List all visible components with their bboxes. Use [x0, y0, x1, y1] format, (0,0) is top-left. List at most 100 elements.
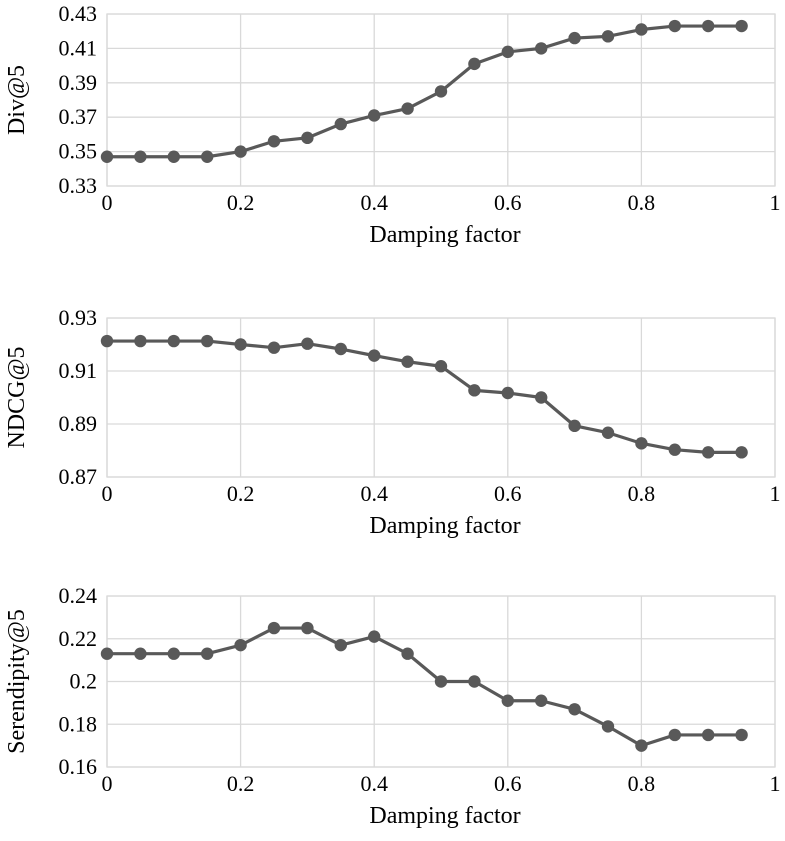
data-point	[668, 19, 681, 33]
x-tick-label: 0.8	[628, 771, 656, 796]
data-point	[100, 647, 114, 660]
x-tick-label: 0.4	[360, 190, 388, 215]
data-point	[535, 391, 548, 404]
x-axis-title: Damping factor	[369, 513, 520, 539]
x-axis-title: Damping factor	[369, 222, 520, 248]
data-point	[401, 355, 414, 368]
x-tick-label: 0	[102, 771, 113, 796]
data-point	[368, 109, 381, 122]
data-point	[167, 647, 180, 660]
y-axis-title: Serendipity@5	[4, 609, 30, 754]
data-point	[702, 728, 715, 742]
data-point	[702, 446, 715, 459]
data-point	[568, 703, 581, 716]
x-tick-label: 0	[102, 190, 113, 215]
data-point	[267, 135, 281, 148]
x-tick-label: 0	[102, 481, 113, 506]
y-tick-label: 0.93	[59, 305, 98, 330]
data-point	[301, 621, 314, 635]
x-tick-label: 1	[770, 771, 781, 796]
data-point	[201, 647, 214, 660]
data-point	[434, 85, 448, 98]
data-point	[167, 334, 180, 348]
chart-panel-3: 0.16 0.18 0.2 0.22 0.24 0 0.2 0.4 0.6 0.8 1 Damping…	[4, 583, 781, 829]
y-axis-title: NDCG@5	[4, 346, 30, 448]
y-tick-label: 0.35	[59, 139, 98, 164]
data-point	[334, 638, 347, 652]
data-point	[434, 675, 448, 688]
data-point	[234, 338, 247, 351]
series-line	[107, 339, 742, 454]
data-point	[234, 145, 247, 158]
data-point	[134, 334, 147, 348]
y-tick-label: 0.43	[59, 1, 98, 26]
x-tick-label: 0.2	[227, 771, 255, 796]
data-point	[501, 45, 514, 59]
plot-area	[106, 595, 776, 768]
x-tick-label: 0.4	[360, 481, 388, 506]
y-tick-label: 0.18	[59, 711, 98, 736]
y-tick-label: 0.22	[59, 626, 98, 651]
data-point	[501, 694, 514, 707]
data-point	[134, 647, 147, 660]
data-point	[568, 31, 581, 45]
data-point	[668, 728, 681, 742]
x-tick-label: 0.6	[494, 190, 522, 215]
data-point	[535, 42, 548, 55]
data-point	[601, 720, 615, 733]
x-tick-label: 1	[770, 481, 781, 506]
data-point	[535, 694, 548, 707]
data-point	[735, 19, 748, 33]
x-tick-label: 0.8	[628, 190, 656, 215]
x-tick-label: 0.8	[628, 481, 656, 506]
data-point	[434, 360, 448, 373]
x-tick-label: 0.6	[494, 481, 522, 506]
data-point	[568, 419, 581, 433]
data-point	[301, 131, 314, 145]
y-tick-label: 0.2	[70, 669, 98, 694]
y-tick-label: 0.33	[59, 173, 98, 198]
data-point	[401, 647, 414, 660]
data-point	[735, 728, 748, 742]
y-tick-label: 0.87	[59, 464, 98, 489]
data-point	[468, 384, 481, 397]
series-line	[107, 626, 742, 748]
data-point	[100, 150, 114, 163]
data-point	[368, 630, 381, 643]
data-point	[234, 638, 247, 652]
x-axis-title: Damping factor	[369, 803, 520, 829]
data-point	[601, 30, 615, 43]
x-tick-label: 0.2	[227, 481, 255, 506]
y-tick-label: 0.37	[59, 104, 98, 129]
data-point	[201, 334, 214, 348]
data-point	[601, 426, 615, 439]
plot-area	[106, 317, 776, 478]
data-point	[468, 675, 481, 688]
data-point	[134, 150, 147, 163]
chart-panel-1: 0.33 0.35 0.37 0.39 0.41 0.43 0 0.2 0.4 0.6 0.8 1 Da…	[4, 1, 781, 248]
data-point	[100, 334, 114, 348]
y-tick-label: 0.24	[59, 583, 98, 608]
y-tick-label: 0.39	[59, 70, 98, 95]
x-tick-label: 0.6	[494, 771, 522, 796]
data-point	[702, 19, 715, 33]
y-axis-title: Div@5	[4, 65, 30, 135]
x-tick-label: 1	[770, 190, 781, 215]
x-tick-label: 0.4	[360, 771, 388, 796]
data-point	[735, 446, 748, 459]
y-tick-label: 0.41	[59, 35, 98, 60]
data-point	[368, 349, 381, 362]
data-point	[501, 386, 514, 400]
data-point	[267, 621, 281, 635]
data-point	[635, 739, 648, 752]
data-point	[635, 23, 648, 36]
x-tick-label: 0.2	[227, 190, 255, 215]
data-point	[668, 443, 681, 456]
data-point	[267, 341, 281, 354]
chart-panel-2: 0.87 0.89 0.91 0.93 0 0.2 0.4 0.6 0.8 1 Damping fa…	[4, 305, 781, 539]
data-point	[301, 337, 314, 350]
data-point	[201, 150, 214, 163]
series-line	[107, 24, 742, 159]
data-point	[635, 437, 648, 450]
